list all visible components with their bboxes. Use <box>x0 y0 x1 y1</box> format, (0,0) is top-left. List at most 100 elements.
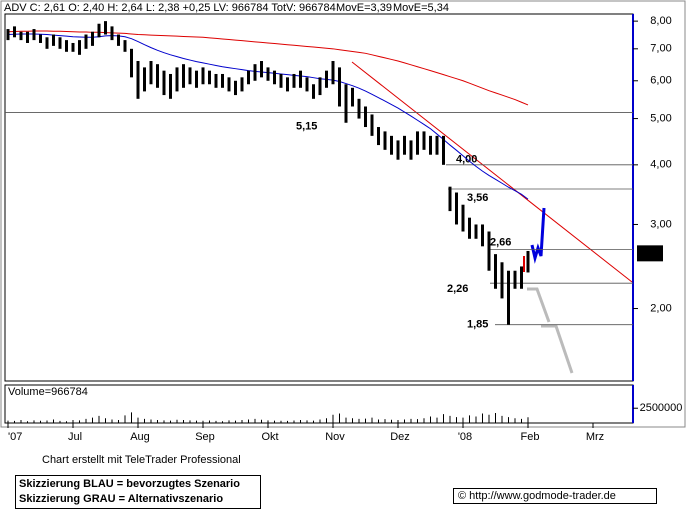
price-bar <box>500 262 504 299</box>
price-bar <box>58 37 62 49</box>
price-bar <box>175 67 179 92</box>
price-bar <box>156 64 159 88</box>
price-bar <box>312 84 315 99</box>
price-bar <box>84 34 88 49</box>
price-bar <box>39 34 42 43</box>
price-bar <box>130 48 133 78</box>
price-bar <box>481 224 484 247</box>
price-bar <box>65 40 68 52</box>
price-bar <box>513 270 517 289</box>
price-bar <box>123 40 127 52</box>
level-label: 4,00 <box>456 154 477 166</box>
price-bar <box>104 21 107 35</box>
price-bar <box>338 67 341 107</box>
price-bar <box>227 77 231 92</box>
x-tick-label: Dez <box>390 431 410 443</box>
price-bar <box>78 40 81 55</box>
legend-entry: MovE=3,39 <box>336 2 392 14</box>
price-bar <box>6 29 10 41</box>
price-bar <box>136 61 140 99</box>
price-bar <box>13 26 16 38</box>
price-bar <box>19 31 23 41</box>
price-bar <box>351 87 354 107</box>
price-bar <box>32 29 36 41</box>
price-bar <box>110 26 114 41</box>
moving-average <box>7 30 529 106</box>
price-bar <box>325 70 328 88</box>
price-bar <box>305 77 309 92</box>
level-label: 1,85 <box>467 319 488 331</box>
price-bar <box>403 135 406 155</box>
price-bar <box>422 131 426 150</box>
scenario-blue <box>530 207 546 264</box>
y-tick-label: 4,00 <box>650 159 671 171</box>
x-tick-label: Okt <box>261 431 278 443</box>
x-tick-label: Nov <box>325 431 345 443</box>
y-tick-label: 7,00 <box>650 43 671 55</box>
price-bar <box>468 217 471 239</box>
plot-area <box>4 13 634 382</box>
x-tick-label: '07 <box>8 431 22 443</box>
level-label: 2,66 <box>490 236 511 248</box>
price-bar <box>526 250 530 273</box>
price-bar <box>214 73 218 88</box>
price-bar <box>182 64 185 88</box>
price-bar <box>240 77 244 92</box>
price-bar <box>45 37 49 49</box>
price-bar <box>409 140 413 160</box>
price-bar <box>260 61 263 78</box>
price-bar <box>442 135 445 165</box>
volume-tick-label: 2500000 <box>640 402 683 414</box>
price-bar <box>91 31 94 46</box>
price-bar <box>318 77 322 96</box>
chart: ADV C: 2,61 O: 2,40 H: 2,64 L: 2,38 +0,2… <box>0 0 686 443</box>
price-bar <box>494 254 497 289</box>
price-bar <box>299 70 302 88</box>
last-price-box <box>637 245 663 262</box>
credit: Chart erstellt mit TeleTrader Profession… <box>42 454 241 466</box>
price-bar <box>195 70 198 88</box>
price-bar <box>279 73 283 88</box>
y-tick-label: 8,00 <box>650 15 671 27</box>
legend-box: Skizzierung BLAU = bevorzugtes Szenario … <box>15 475 261 509</box>
price-bar <box>461 204 465 232</box>
level-label: 2,26 <box>447 283 468 295</box>
y-tick-label: 5,00 <box>650 112 671 124</box>
price-bar <box>396 140 400 160</box>
price-bar <box>357 98 361 119</box>
last-price-label: 2,61 <box>639 247 660 259</box>
price-bar <box>383 131 387 150</box>
x-tick-label: Aug <box>130 431 150 443</box>
price-bar <box>234 80 237 96</box>
level-label: 5,15 <box>296 120 317 132</box>
price-bar <box>474 224 478 239</box>
price-bar <box>286 77 289 92</box>
scenario-grey <box>541 324 574 374</box>
price-bar <box>143 67 146 92</box>
level-label: 3,56 <box>467 192 488 204</box>
price-bar <box>188 67 192 85</box>
price-bar <box>201 67 205 85</box>
price-bar <box>416 131 419 155</box>
price-bar <box>390 135 393 155</box>
price-bar <box>435 135 439 155</box>
x-tick-label: '08 <box>458 431 472 443</box>
price-bar <box>169 73 172 99</box>
price-bar <box>364 106 367 128</box>
price-bar <box>149 61 153 85</box>
price-bar <box>331 61 335 85</box>
price-bar <box>507 270 510 325</box>
price-bar <box>162 70 166 96</box>
scenario-grey <box>527 287 551 323</box>
price-bar <box>117 34 120 46</box>
volume-label: Volume=966784 <box>8 386 88 398</box>
y-tick-label: 6,00 <box>650 75 671 87</box>
price-bar <box>247 70 250 85</box>
price-bar <box>292 73 296 88</box>
x-tick-label: Jul <box>68 431 82 443</box>
y-tick-label: 3,00 <box>650 218 671 230</box>
x-tick-label: Feb <box>521 431 540 443</box>
price-bar <box>455 192 458 225</box>
price-bar <box>221 73 224 88</box>
